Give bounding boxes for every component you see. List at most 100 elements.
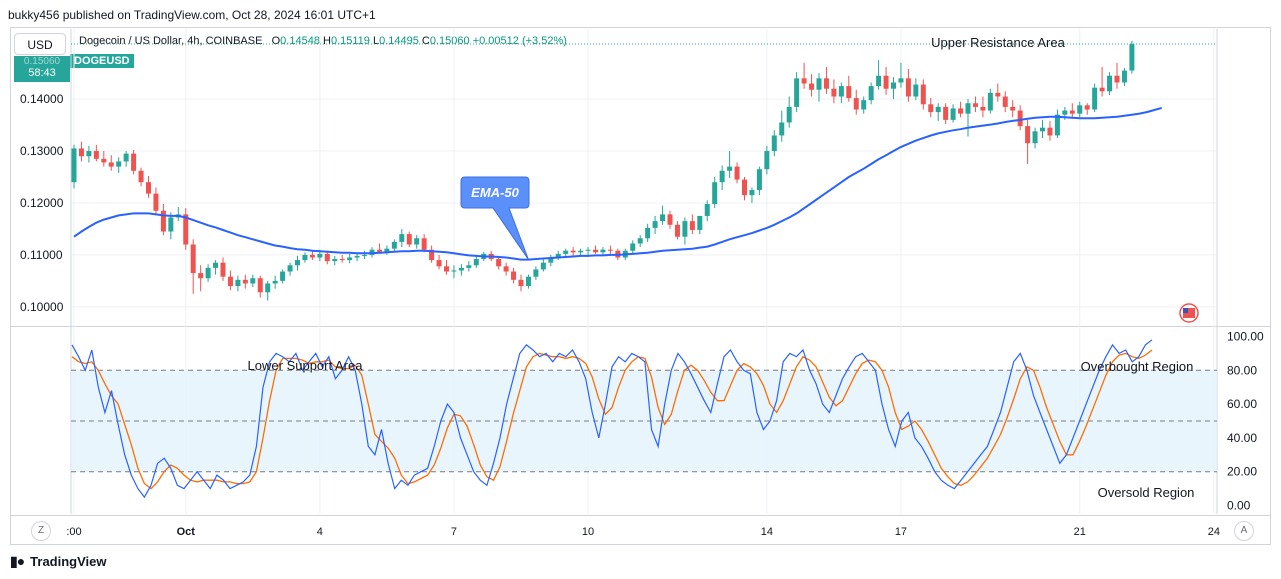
- stoch-k-line: [71, 339, 1153, 499]
- candle-body: [1047, 127, 1053, 136]
- candle-body: [764, 151, 770, 170]
- candle-body: [846, 86, 852, 99]
- candle-body: [295, 260, 300, 266]
- time-tick-label: 17: [895, 526, 907, 538]
- candle-body: [823, 78, 829, 89]
- stoch-tick-label: 0.00: [1227, 499, 1251, 513]
- published-byline: bukky456 published on TradingView.com, O…: [8, 8, 376, 22]
- candle-body: [339, 259, 345, 261]
- candle-body: [689, 221, 695, 230]
- candle-body: [943, 106, 949, 120]
- candle-body: [682, 221, 688, 237]
- candle-body: [1040, 127, 1045, 132]
- candle-body: [205, 267, 211, 279]
- candle-body: [1121, 70, 1127, 83]
- symbol-legend[interactable]: Dogecoin / US Dollar, 4h, COINBASE O0.14…: [79, 35, 567, 47]
- candle-body: [153, 193, 159, 211]
- candle-body: [496, 259, 502, 267]
- candle-body: [533, 269, 539, 277]
- candle-body: [1054, 114, 1060, 136]
- candle-body: [645, 227, 651, 239]
- candle-body: [786, 106, 792, 123]
- candle-body: [980, 106, 986, 111]
- candle-body: [511, 271, 517, 280]
- candle-body: [1002, 96, 1008, 107]
- price-tick-label: 0.11000: [20, 248, 63, 262]
- high-value: 0.15119: [330, 35, 370, 47]
- low-label: L: [372, 35, 380, 47]
- candle-body: [183, 214, 189, 245]
- price-tick-label: 0.12000: [20, 196, 64, 210]
- candle-body: [838, 86, 844, 97]
- candle-body: [987, 92, 993, 111]
- candle-body: [1129, 44, 1135, 71]
- candle-body: [525, 276, 531, 287]
- candle-body: [198, 273, 204, 279]
- candle-body: [436, 260, 442, 267]
- candle-body: [578, 250, 584, 253]
- candle-body: [891, 82, 896, 89]
- tradingview-logo[interactable]: ▮● TradingView: [10, 553, 107, 570]
- candle-body: [391, 241, 397, 249]
- candle-body: [779, 122, 785, 136]
- candle-body: [905, 78, 911, 97]
- candle-body: [898, 78, 904, 83]
- candle-body: [518, 279, 524, 287]
- stoch-tick-label: 100.00: [1227, 329, 1264, 343]
- candle-body: [160, 210, 166, 232]
- candle-body: [920, 84, 926, 105]
- last-price-value: 0.15060: [23, 56, 61, 67]
- open-label: O: [271, 35, 281, 47]
- candle-body: [727, 166, 733, 171]
- time-tick-label: 21: [1074, 526, 1086, 538]
- candle-body: [876, 75, 882, 87]
- candle-body: [734, 166, 740, 180]
- candle-body: [995, 92, 1001, 97]
- ema50-callout-label: EMA-50: [471, 185, 519, 200]
- candle-body: [1032, 131, 1038, 144]
- upper-resistance-annotation: Upper Resistance Area: [931, 35, 1065, 50]
- candle-body: [950, 108, 956, 120]
- candle-body: [1025, 126, 1031, 144]
- candle-body: [1114, 75, 1120, 83]
- candle-body: [473, 259, 479, 266]
- symbol-title: Dogecoin / US Dollar, 4h, COINBASE: [79, 35, 263, 47]
- candle-body: [1099, 87, 1105, 92]
- time-tick-label: 4: [317, 526, 323, 538]
- candle-body: [347, 257, 353, 261]
- candle-body: [585, 249, 591, 251]
- candle-body: [414, 238, 420, 245]
- candle-body: [593, 249, 598, 253]
- candle-body: [86, 151, 92, 157]
- candle-body: [1077, 105, 1083, 114]
- candle-body: [853, 98, 859, 110]
- candle-body: [794, 78, 800, 107]
- candle-body: [563, 250, 569, 254]
- candle-body: [458, 267, 464, 271]
- candle-body: [227, 276, 233, 287]
- candle-body: [958, 108, 964, 114]
- zoom-toggle-button[interactable]: Z: [31, 521, 51, 541]
- time-tick-label: 7: [451, 526, 457, 538]
- candle-body: [429, 249, 435, 261]
- candle-body: [466, 265, 472, 268]
- candle-body: [317, 253, 323, 258]
- candle-body: [101, 158, 107, 163]
- candle-body: [376, 249, 382, 252]
- candle-body: [600, 249, 606, 253]
- candle-body: [1017, 110, 1023, 127]
- candle-body: [831, 88, 837, 97]
- candle-body: [138, 170, 144, 183]
- candle-body: [801, 78, 807, 84]
- currency-button[interactable]: USD: [14, 33, 66, 55]
- us-flag-canton: [1183, 308, 1188, 313]
- candle-body: [71, 148, 77, 183]
- tradingview-brand: TradingView: [30, 554, 107, 569]
- auto-scale-button[interactable]: A: [1234, 521, 1254, 541]
- candle-body: [242, 279, 248, 284]
- candle-body: [168, 217, 174, 232]
- us-flag-stripes: [1183, 308, 1195, 318]
- candle-body: [362, 254, 368, 256]
- candle-body: [235, 279, 241, 287]
